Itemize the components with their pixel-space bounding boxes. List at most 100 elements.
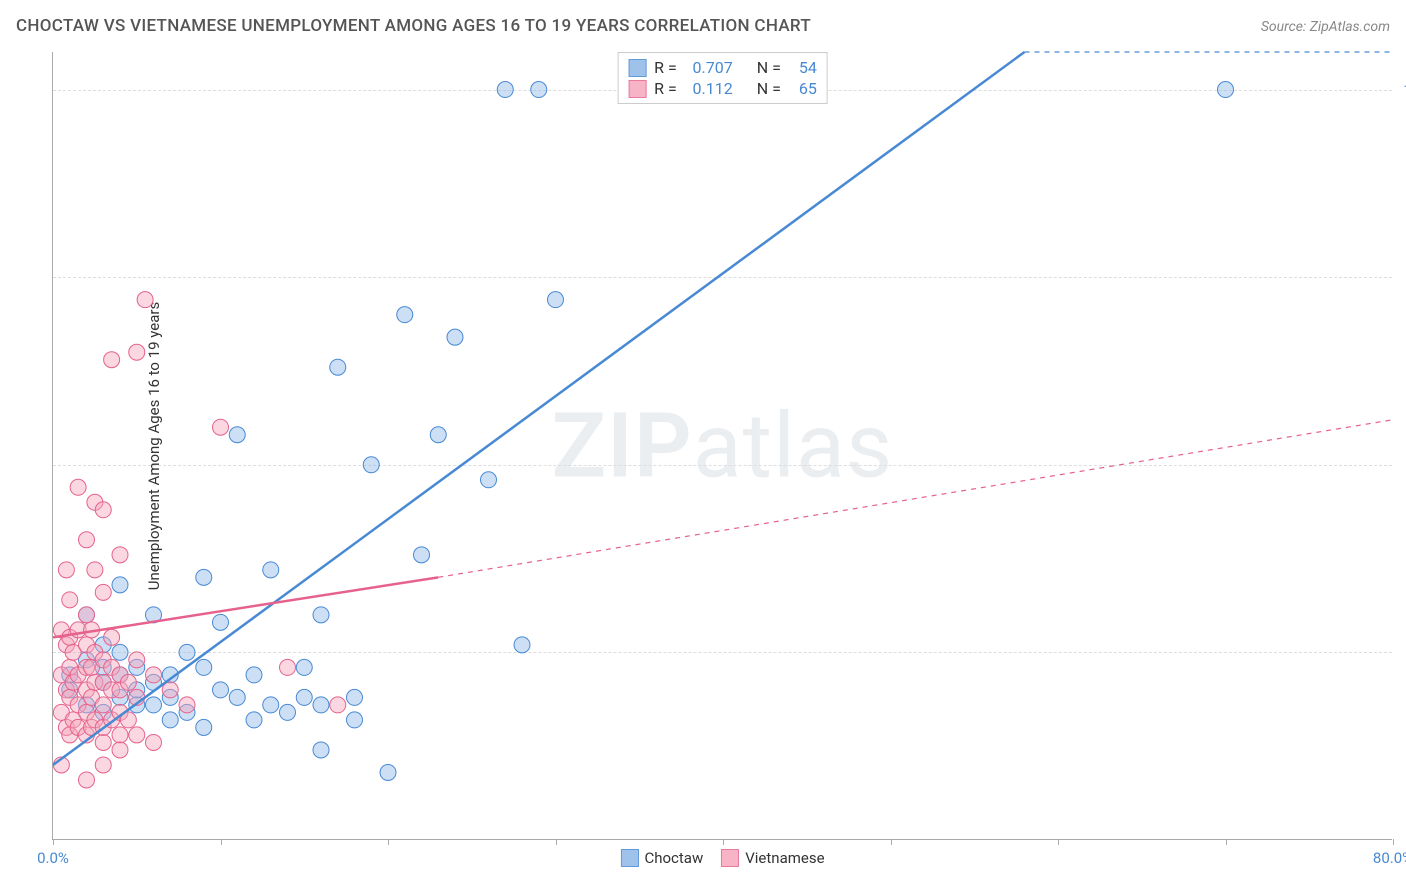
data-point bbox=[213, 682, 229, 698]
data-point bbox=[229, 689, 245, 705]
data-point bbox=[79, 607, 95, 623]
legend-swatch-2 bbox=[721, 849, 739, 867]
xtick-label: 0.0% bbox=[37, 849, 69, 867]
data-point bbox=[62, 592, 78, 608]
data-point bbox=[179, 697, 195, 713]
data-point bbox=[229, 427, 245, 443]
data-point bbox=[296, 659, 312, 675]
data-point bbox=[70, 479, 86, 495]
data-point bbox=[380, 764, 396, 780]
legend-item-2: Vietnamese bbox=[721, 849, 824, 867]
data-point bbox=[104, 352, 120, 368]
data-point bbox=[137, 292, 153, 308]
xtick-mark bbox=[221, 839, 222, 845]
trend-line bbox=[53, 52, 1025, 765]
ytick-label: 100.0% bbox=[1397, 81, 1406, 99]
chart-title: CHOCTAW VS VIETNAMESE UNEMPLOYMENT AMONG… bbox=[16, 16, 811, 36]
data-point bbox=[179, 644, 195, 660]
data-point bbox=[280, 704, 296, 720]
trend-line bbox=[53, 577, 438, 637]
trend-line-dashed bbox=[438, 420, 1393, 578]
data-point bbox=[430, 427, 446, 443]
data-point bbox=[330, 697, 346, 713]
plot-area: ZIPatlas R = 0.707 N = 54 R = 0.112 N = … bbox=[52, 52, 1392, 840]
xtick-mark bbox=[53, 839, 54, 845]
data-point bbox=[397, 307, 413, 323]
n-value-1: 54 bbox=[789, 58, 817, 77]
data-point bbox=[95, 502, 111, 518]
legend-label-1: Choctaw bbox=[644, 849, 703, 867]
data-point bbox=[129, 727, 145, 743]
legend-swatch-1 bbox=[620, 849, 638, 867]
stats-row-2: R = 0.112 N = 65 bbox=[628, 78, 817, 99]
data-point bbox=[263, 697, 279, 713]
swatch-series-1 bbox=[628, 59, 646, 77]
data-point bbox=[313, 742, 329, 758]
data-point bbox=[330, 359, 346, 375]
data-point bbox=[95, 697, 111, 713]
legend-item-1: Choctaw bbox=[620, 849, 703, 867]
data-point bbox=[514, 637, 530, 653]
data-point bbox=[129, 652, 145, 668]
scatter-chart-svg bbox=[53, 52, 1392, 839]
data-point bbox=[120, 674, 136, 690]
data-point bbox=[1218, 82, 1234, 98]
data-point bbox=[347, 689, 363, 705]
data-point bbox=[112, 727, 128, 743]
data-point bbox=[548, 292, 564, 308]
swatch-series-2 bbox=[628, 80, 646, 98]
data-point bbox=[481, 472, 497, 488]
r-value-1: 0.707 bbox=[685, 58, 733, 77]
data-point bbox=[79, 532, 95, 548]
n-value-2: 65 bbox=[789, 79, 817, 98]
data-point bbox=[95, 757, 111, 773]
data-point bbox=[213, 614, 229, 630]
source-citation: Source: ZipAtlas.com bbox=[1261, 19, 1390, 35]
data-point bbox=[196, 569, 212, 585]
data-point bbox=[58, 562, 74, 578]
data-point bbox=[95, 734, 111, 750]
data-point bbox=[246, 712, 262, 728]
xtick-mark bbox=[388, 839, 389, 845]
ytick-label: 50.0% bbox=[1397, 456, 1406, 474]
stats-row-1: R = 0.707 N = 54 bbox=[628, 57, 817, 78]
n-label-2: N = bbox=[757, 79, 781, 98]
xtick-mark bbox=[1058, 839, 1059, 845]
xtick-label: 80.0% bbox=[1373, 849, 1406, 867]
xtick-mark bbox=[556, 839, 557, 845]
data-point bbox=[146, 697, 162, 713]
data-point bbox=[196, 659, 212, 675]
data-point bbox=[313, 697, 329, 713]
data-point bbox=[79, 772, 95, 788]
ytick-label: 75.0% bbox=[1397, 268, 1406, 286]
data-point bbox=[129, 344, 145, 360]
data-point bbox=[87, 562, 103, 578]
r-label-2: R = bbox=[654, 79, 677, 98]
data-point bbox=[531, 82, 547, 98]
r-value-2: 0.112 bbox=[685, 79, 733, 98]
xtick-mark bbox=[891, 839, 892, 845]
r-label: R = bbox=[654, 58, 677, 77]
data-point bbox=[447, 329, 463, 345]
data-point bbox=[263, 562, 279, 578]
data-point bbox=[347, 712, 363, 728]
data-point bbox=[112, 742, 128, 758]
ytick-label: 25.0% bbox=[1397, 643, 1406, 661]
data-point bbox=[296, 689, 312, 705]
chart-header: CHOCTAW VS VIETNAMESE UNEMPLOYMENT AMONG… bbox=[16, 16, 1390, 36]
n-label: N = bbox=[757, 58, 781, 77]
legend-bottom: Choctaw Vietnamese bbox=[620, 849, 824, 867]
data-point bbox=[112, 644, 128, 660]
data-point bbox=[497, 82, 513, 98]
data-point bbox=[313, 607, 329, 623]
data-point bbox=[196, 719, 212, 735]
xtick-mark bbox=[1226, 839, 1227, 845]
data-point bbox=[414, 547, 430, 563]
data-point bbox=[363, 457, 379, 473]
data-point bbox=[95, 584, 111, 600]
data-point bbox=[280, 659, 296, 675]
xtick-mark bbox=[1393, 839, 1394, 845]
data-point bbox=[213, 419, 229, 435]
data-point bbox=[146, 667, 162, 683]
stats-legend-box: R = 0.707 N = 54 R = 0.112 N = 65 bbox=[617, 52, 828, 104]
